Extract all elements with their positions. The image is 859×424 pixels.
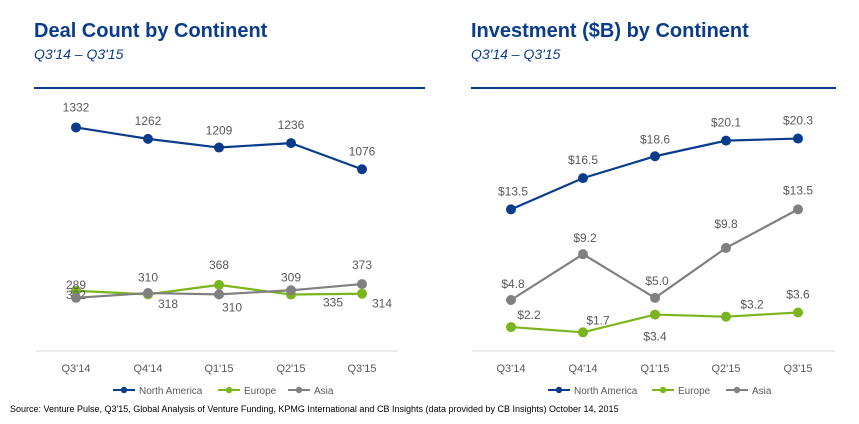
data-point-asia-0-3: [286, 285, 296, 296]
data-point-europe-0-2: [214, 279, 224, 290]
data-point-north-america-0-4: [357, 164, 367, 175]
x-tick-label-1-0: Q3'14: [496, 363, 525, 375]
data-point-north-america-1-0: [506, 204, 516, 215]
data-label-north-america-0-0: 1332: [63, 100, 90, 114]
legend-label-europe-1: Europe: [678, 386, 711, 397]
x-tick-label-0-4: Q3'15: [347, 363, 376, 375]
legend-marker-europe-1: [659, 386, 667, 394]
chart-subtitle-investment: Q3'14 – Q3'15: [471, 46, 561, 62]
data-point-asia-0-0: [71, 292, 81, 303]
x-tick-label-0-0: Q3'14: [61, 363, 90, 375]
data-label-asia-1-0: $4.8: [501, 277, 525, 291]
data-point-north-america-1-1: [578, 173, 588, 184]
data-label-asia-0-3: 335: [323, 295, 343, 309]
x-tick-label-1-1: Q4'14: [568, 363, 597, 375]
data-label-north-america-0-2: 1209: [206, 124, 233, 138]
data-label-asia-1-3: $9.8: [714, 217, 738, 231]
data-point-north-america-1-4: [793, 133, 803, 144]
data-point-asia-1-1: [578, 249, 588, 260]
data-label-asia-0-1: 318: [158, 297, 178, 311]
x-tick-label-1-2: Q1'15: [640, 363, 669, 375]
data-label-asia-1-4: $13.5: [783, 183, 813, 197]
data-label-europe-0-3: 309: [281, 271, 301, 285]
data-label-asia-1-2: $5.0: [645, 274, 669, 288]
data-point-asia-1-4: [793, 204, 803, 215]
data-point-north-america-0-1: [143, 133, 153, 144]
data-label-asia-0-0: 289: [66, 278, 86, 292]
legend-label-europe-0: Europe: [244, 386, 277, 397]
data-label-north-america-0-1: 1262: [135, 114, 162, 128]
data-point-asia-0-1: [143, 288, 153, 299]
data-label-asia-1-1: $9.2: [573, 231, 597, 245]
data-point-north-america-0-3: [286, 138, 296, 149]
data-point-europe-1-2: [650, 309, 660, 320]
data-label-north-america-0-3: 1236: [278, 118, 305, 132]
chart-subtitle-deal-count: Q3'14 – Q3'15: [34, 46, 124, 62]
x-tick-label-0-3: Q2'15: [276, 363, 305, 375]
data-label-north-america-1-1: $16.5: [568, 153, 598, 167]
source-note: Source: Venture Pulse, Q3'15, Global Ana…: [10, 404, 619, 414]
data-label-asia-0-2: 310: [222, 300, 242, 314]
data-point-europe-0-4: [357, 288, 367, 299]
data-label-north-america-1-0: $13.5: [498, 184, 528, 198]
data-label-europe-1-1: $1.7: [586, 313, 610, 327]
legend-label-north-america-0: North America: [139, 386, 203, 397]
data-point-asia-1-3: [721, 242, 731, 253]
title-divider-left: [34, 87, 425, 89]
data-label-europe-0-1: 310: [138, 270, 158, 284]
data-point-asia-1-2: [650, 292, 660, 303]
data-point-europe-1-3: [721, 311, 731, 322]
legend-label-north-america-1: North America: [574, 386, 638, 397]
data-label-europe-0-2: 368: [209, 258, 229, 272]
legend-marker-asia-0: [295, 386, 303, 394]
legend-label-asia-1: Asia: [752, 386, 772, 397]
legend-marker-north-america-0: [120, 386, 128, 394]
data-label-europe-1-2: $3.4: [643, 330, 667, 344]
legend-marker-asia-1: [733, 386, 741, 394]
data-label-north-america-1-3: $20.1: [711, 116, 741, 130]
data-point-north-america-0-2: [214, 142, 224, 153]
data-point-asia-0-2: [214, 289, 224, 300]
data-label-europe-1-3: $3.2: [740, 298, 764, 312]
data-label-europe-0-4: 314: [372, 297, 392, 311]
x-tick-label-1-4: Q3'15: [783, 363, 812, 375]
legend-label-asia-0: Asia: [314, 386, 334, 397]
data-point-europe-1-1: [578, 327, 588, 338]
data-label-north-america-1-4: $20.3: [783, 114, 813, 128]
data-point-north-america-0-0: [71, 122, 81, 133]
data-point-europe-1-0: [506, 322, 516, 333]
legend-marker-north-america-1: [555, 386, 563, 394]
data-label-north-america-0-4: 1076: [349, 144, 376, 158]
data-point-asia-1-0: [506, 295, 516, 305]
data-point-europe-1-4: [793, 307, 803, 318]
data-label-asia-0-4: 373: [352, 258, 372, 272]
data-point-asia-0-4: [357, 279, 367, 290]
x-tick-label-1-3: Q2'15: [711, 363, 740, 375]
data-label-north-america-1-2: $18.6: [640, 132, 670, 146]
x-tick-label-0-2: Q1'15: [204, 363, 233, 375]
data-label-europe-1-0: $2.2: [517, 308, 541, 322]
series-line-north-america-1: [510, 137, 799, 211]
data-point-north-america-1-2: [650, 151, 660, 162]
data-point-europe-0-0: [71, 285, 81, 296]
data-label-europe-1-4: $3.6: [786, 288, 810, 302]
chart-title-deal-count: Deal Count by Continent: [34, 20, 268, 42]
title-divider-right: [471, 87, 836, 89]
data-point-north-america-1-3: [721, 135, 731, 146]
legend-marker-europe-0: [225, 386, 233, 394]
x-tick-label-0-1: Q4'14: [133, 363, 162, 375]
chart-title-investment: Investment ($B) by Continent: [471, 20, 749, 42]
